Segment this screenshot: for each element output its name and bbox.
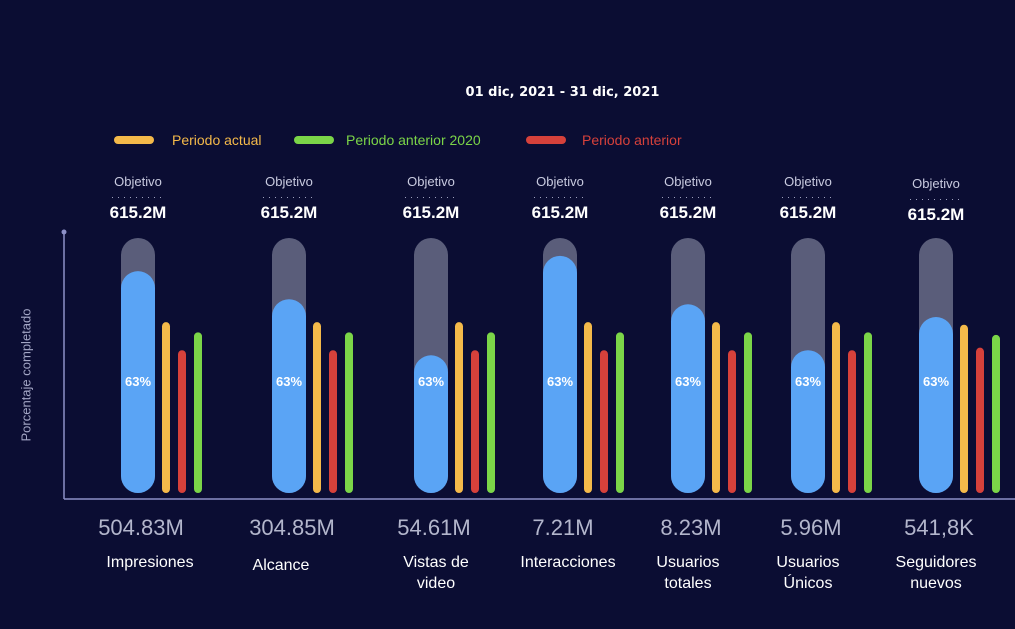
previous-2020-bar-usuarios-totales[interactable]	[744, 332, 752, 493]
current-bar-impresiones[interactable]	[162, 322, 170, 493]
previous-bar-seguidores-nuevos[interactable]	[976, 347, 984, 493]
legend-swatch-previous	[526, 136, 566, 144]
percent-label-seguidores-nuevos: 63%	[923, 374, 949, 389]
target-value: 615.2M	[109, 203, 167, 222]
metric-value-usuarios-totales: 8.23M	[660, 515, 722, 540]
previous-2020-bar-impresiones[interactable]	[194, 332, 202, 493]
progress-bar-usuarios-totales[interactable]	[671, 304, 705, 493]
target-label: Objetivo	[536, 174, 584, 189]
progress-bar-usuarios-unicos[interactable]	[791, 350, 825, 493]
previous-2020-bar-usuarios-unicos[interactable]	[864, 332, 872, 493]
target-dots: ·········	[111, 192, 165, 202]
current-bar-alcance[interactable]	[313, 322, 321, 493]
target-label: Objetivo	[114, 174, 162, 189]
target-dots: ·········	[661, 192, 715, 202]
metric-value-alcance: 304.85M	[249, 515, 335, 540]
previous-bar-interacciones[interactable]	[600, 350, 608, 493]
previous-bar-vistas-de-video[interactable]	[471, 350, 479, 493]
progress-bar-seguidores-nuevos[interactable]	[919, 317, 953, 493]
target-label: Objetivo	[407, 174, 455, 189]
metric-value-seguidores-nuevos: 541,8K	[904, 515, 974, 540]
target-header-impresiones: Objetivo ········· 615.2M	[78, 174, 198, 223]
target-dots: ·········	[404, 192, 458, 202]
previous-bar-impresiones[interactable]	[178, 350, 186, 493]
previous-bar-alcance[interactable]	[329, 350, 337, 493]
legend-label-previous-2020: Periodo anterior 2020	[346, 132, 481, 148]
y-axis-label: Porcentaje completado	[18, 308, 34, 442]
previous-2020-bar-interacciones[interactable]	[616, 332, 624, 493]
category-label-usuarios-totales: Usuarios totales	[656, 554, 720, 592]
target-header-seguidores-nuevos: Objetivo ········· 615.2M	[876, 176, 996, 225]
date-range: 01 dic, 2021 - 31 dic, 2021	[465, 85, 660, 100]
legend-swatch-current	[114, 136, 154, 144]
category-label-alcance: Alcance	[252, 557, 310, 574]
current-bar-seguidores-nuevos[interactable]	[960, 324, 968, 493]
percent-label-usuarios-unicos: 63%	[795, 374, 821, 389]
target-value: 615.2M	[260, 203, 318, 222]
target-label: Objetivo	[265, 174, 313, 189]
target-dots: ·········	[533, 192, 587, 202]
category-label-seguidores-nuevos: Seguidores nuevos	[895, 554, 977, 592]
progress-bar-interacciones[interactable]	[543, 255, 577, 493]
current-bar-interacciones[interactable]	[584, 322, 592, 493]
target-value: 615.2M	[907, 205, 965, 224]
progress-bar-vistas-de-video[interactable]	[414, 355, 448, 493]
percent-label-interacciones: 63%	[547, 374, 573, 389]
target-label: Objetivo	[912, 176, 960, 191]
target-header-usuarios-unicos: Objetivo ········· 615.2M	[748, 174, 868, 223]
target-header-vistas-de-video: Objetivo ········· 615.2M	[371, 174, 491, 223]
target-value: 615.2M	[531, 203, 589, 222]
target-header-usuarios-totales: Objetivo ········· 615.2M	[628, 174, 748, 223]
target-value: 615.2M	[402, 203, 460, 222]
previous-bar-usuarios-unicos[interactable]	[848, 350, 856, 493]
target-value: 615.2M	[779, 203, 837, 222]
legend-label-previous: Periodo anterior	[582, 132, 682, 148]
previous-2020-bar-seguidores-nuevos[interactable]	[992, 334, 1000, 493]
metric-value-impresiones: 504.83M	[98, 515, 184, 540]
legend-swatch-previous-2020	[294, 136, 334, 144]
percent-label-impresiones: 63%	[125, 374, 151, 389]
category-label-usuarios-unicos: Usuarios Únicos	[776, 554, 840, 592]
percent-label-usuarios-totales: 63%	[675, 374, 701, 389]
target-header-alcance: Objetivo ········· 615.2M	[229, 174, 349, 223]
current-bar-vistas-de-video[interactable]	[455, 322, 463, 493]
legend-label-current: Periodo actual	[172, 132, 262, 148]
legend-item-previous-2020[interactable]: Periodo anterior 2020	[294, 132, 481, 148]
target-label: Objetivo	[664, 174, 712, 189]
target-dots: ·········	[781, 192, 835, 202]
previous-bar-usuarios-totales[interactable]	[728, 350, 736, 493]
target-dots: ·········	[909, 194, 963, 204]
metric-value-usuarios-unicos: 5.96M	[780, 515, 842, 540]
category-label-vistas-de-video: Vistas de video	[403, 554, 469, 592]
target-header-interacciones: Objetivo ········· 615.2M	[500, 174, 620, 223]
target-label: Objetivo	[784, 174, 832, 189]
legend-item-current[interactable]: Periodo actual	[114, 132, 262, 148]
current-bar-usuarios-unicos[interactable]	[832, 322, 840, 493]
progress-bar-impresiones[interactable]	[121, 271, 155, 493]
target-dots: ·········	[262, 192, 316, 202]
metric-value-vistas-de-video: 54.61M	[397, 515, 471, 540]
previous-2020-bar-alcance[interactable]	[345, 332, 353, 493]
target-value: 615.2M	[659, 203, 717, 222]
y-axis-cap	[61, 229, 67, 235]
category-label-interacciones: Interacciones	[520, 554, 616, 571]
metric-value-interacciones: 7.21M	[532, 515, 594, 540]
percent-label-alcance: 63%	[276, 374, 302, 389]
category-label-impresiones: Impresiones	[106, 554, 194, 571]
legend-item-previous[interactable]: Periodo anterior	[526, 132, 682, 148]
previous-2020-bar-vistas-de-video[interactable]	[487, 332, 495, 493]
current-bar-usuarios-totales[interactable]	[712, 322, 720, 493]
percent-label-vistas-de-video: 63%	[418, 374, 444, 389]
progress-bar-alcance[interactable]	[272, 299, 306, 493]
